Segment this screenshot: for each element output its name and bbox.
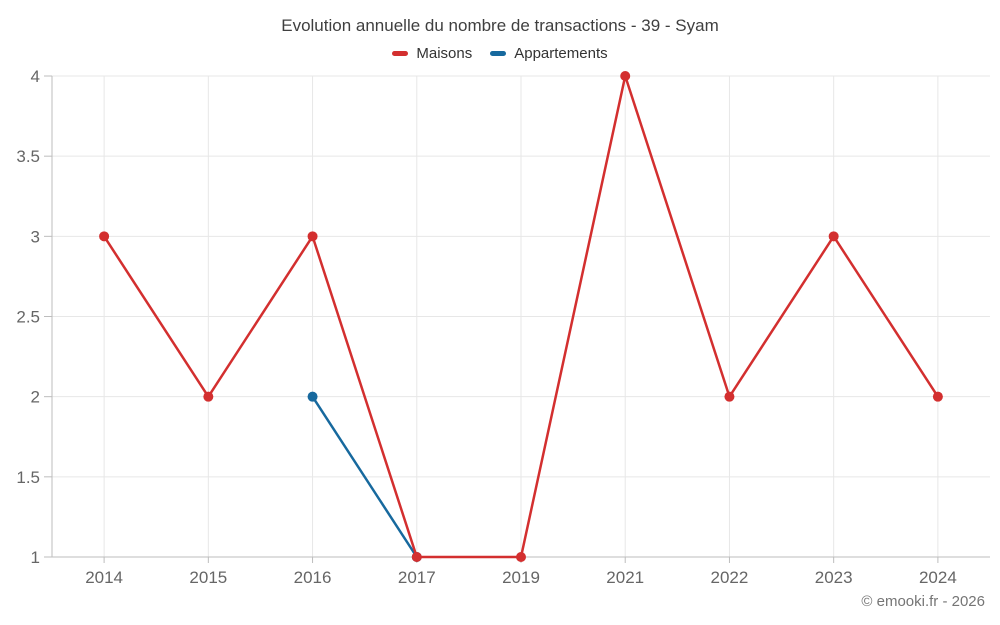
legend-item-maisons[interactable]: Maisons [392,45,472,62]
y-tick-label: 2 [31,388,40,407]
series-marker-maisons [932,391,943,402]
series-marker-maisons [411,552,422,562]
chart-title: Evolution annuelle du nombre de transact… [281,16,719,35]
copyright-footer: © emooki.fr - 2026 [861,593,985,610]
x-tick-label: 2017 [398,568,436,587]
y-tick-label: 2.5 [16,308,40,327]
x-tick-label: 2014 [85,568,123,587]
series-marker-maisons [203,391,214,402]
legend-swatch-maisons [392,51,409,56]
x-tick-label: 2021 [606,568,644,587]
series-marker-maisons [307,231,318,242]
series-marker-maisons [99,231,110,242]
series-marker-maisons [620,71,631,81]
x-tick-label: 2019 [502,568,540,587]
x-tick-label: 2023 [815,568,853,587]
y-tick-label: 4 [31,67,40,86]
series-marker-appartements [307,391,318,402]
x-tick-label: 2022 [711,568,749,587]
legend-label-maisons: Maisons [416,45,473,62]
chart-legend: Maisons Appartements [0,45,1000,62]
legend-label-appartements: Appartements [514,45,608,62]
series-marker-maisons [828,231,839,242]
series-marker-maisons [724,391,735,402]
y-tick-label: 1.5 [16,468,40,487]
y-tick-label: 3.5 [16,147,40,166]
legend-item-appartements[interactable]: Appartements [490,45,608,62]
series-marker-maisons [516,552,526,562]
x-tick-label: 2024 [919,568,957,587]
legend-swatch-appartements [490,51,507,56]
y-tick-label: 1 [31,548,40,567]
x-tick-label: 2016 [294,568,332,587]
series-line-appartements [311,395,419,559]
y-tick-label: 3 [31,227,40,246]
x-tick-label: 2015 [189,568,227,587]
